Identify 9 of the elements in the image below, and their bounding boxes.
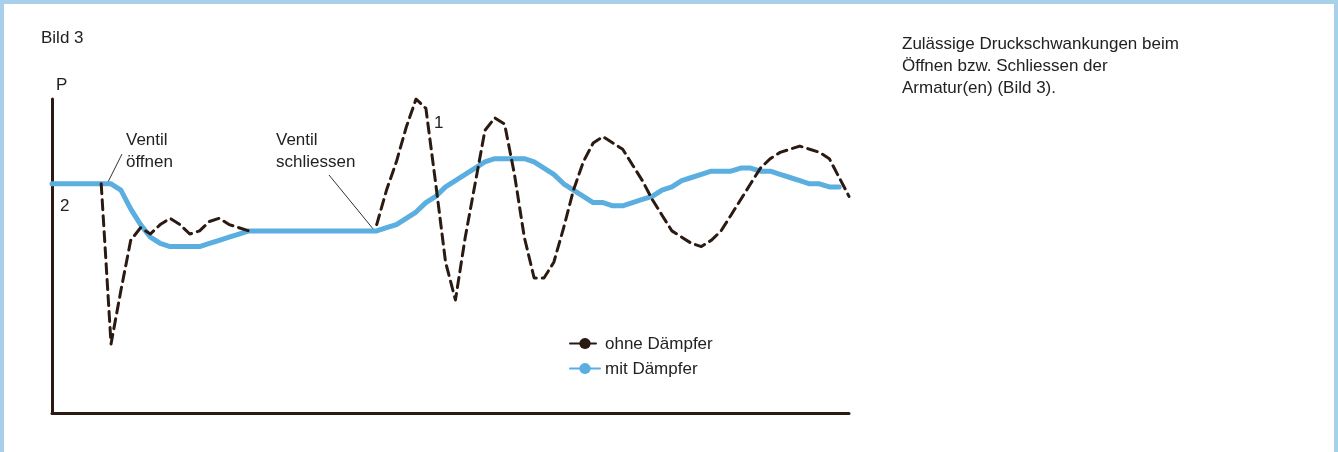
chart-title: Bild 3: [41, 28, 84, 47]
legend-label: ohne Dämpfer: [605, 334, 714, 353]
y-axis-title: P: [56, 75, 68, 94]
legend-label: mit Dämpfer: [605, 359, 698, 378]
annotation: 2: [60, 195, 70, 215]
annotation: 1: [434, 112, 444, 132]
annotation: Ventil schliessen: [276, 129, 356, 171]
text: Zulässige Druckschwankungen beim Öffnen bzw. Schliessen der Armatur(en) (Bild 3).: [902, 33, 1184, 97]
annotation: Ventil öffnen: [126, 129, 173, 171]
